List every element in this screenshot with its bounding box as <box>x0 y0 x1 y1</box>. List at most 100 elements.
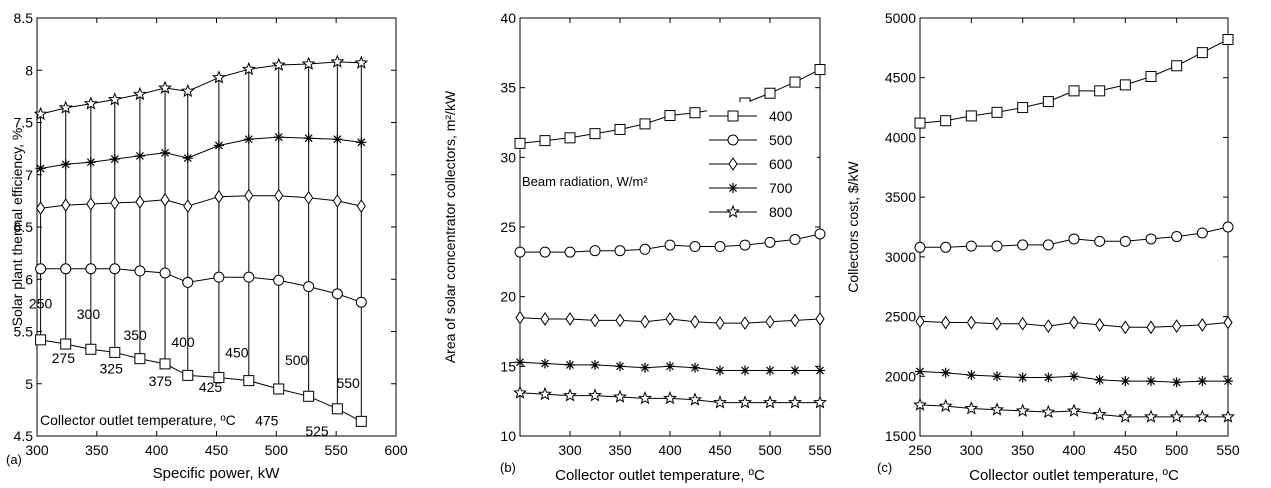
panel-c-point-800 <box>1195 409 1210 423</box>
panel-c-series-700 <box>915 366 1233 388</box>
panel-b-ytick-label: 15 <box>500 358 516 374</box>
panel-a-point-500 <box>109 263 121 275</box>
panel-c-ytick-label: 3500 <box>885 189 916 205</box>
panel-a-xtick-label: 450 <box>205 442 229 458</box>
panel-c-ytick-label: 2000 <box>885 368 916 384</box>
panel-b-point-400 <box>789 76 801 88</box>
panel-c-xtick-label: 550 <box>1216 442 1240 458</box>
panel-b-point-700 <box>615 361 625 372</box>
panel-c-point-700 <box>940 367 951 378</box>
panel-a-ylabel: Solar plant thermal efficiency, % <box>9 128 25 327</box>
panel-b-point-500 <box>639 243 651 255</box>
panel-b-point-700-stroke <box>516 358 524 367</box>
panel-a-point-600 <box>304 190 314 205</box>
panel-b-point-700 <box>540 358 550 369</box>
panel-b-point-800 <box>613 389 627 403</box>
panel-b-point-600 <box>740 316 750 331</box>
panel-c-point-800 <box>1221 409 1235 423</box>
panel-a-point-400 <box>243 375 255 387</box>
panel-a-temperature-label: 550 <box>336 375 360 391</box>
panel-b-point-400 <box>764 87 776 99</box>
panel-a-point-800 <box>180 83 195 98</box>
panel-a-point-800 <box>83 96 98 110</box>
panel-c-xtick-label: 300 <box>960 442 984 458</box>
panel-a-point-700-stroke <box>36 164 45 173</box>
panel-a-point-700-stroke <box>214 141 223 150</box>
panel-a-point-800 <box>301 56 316 70</box>
panel-c-point-800 <box>913 397 927 411</box>
panel-c-series-800 <box>913 397 1235 423</box>
panel-a-point-700-stroke <box>86 158 95 167</box>
panel-b-point-800 <box>638 391 652 405</box>
panel-c-xtick-label: 400 <box>1062 442 1086 458</box>
panel-c-point-700-stroke <box>1198 377 1207 386</box>
panel-b-point-400 <box>589 128 601 140</box>
panel-c-point-700-stroke <box>1095 375 1104 384</box>
panel-c-point-700-stroke <box>941 368 950 377</box>
panel-b-point-800 <box>538 386 552 401</box>
panel-c-xtick-label: 500 <box>1165 442 1189 458</box>
panel-b-point-500 <box>614 245 626 257</box>
panel-b-point-500 <box>689 241 701 253</box>
panel-a-point-500 <box>243 271 255 283</box>
panel-b-legend: 400 500 600 700 800 <box>707 102 817 226</box>
panel-b-point-800 <box>763 395 777 409</box>
panel-c-point-600 <box>1069 315 1079 330</box>
panel-c-point-700 <box>1171 377 1182 388</box>
panel-a-connector-lines <box>40 61 362 422</box>
panel-a-point-500 <box>213 271 225 283</box>
panel-b-point-700-stroke <box>791 366 799 375</box>
panel-c-point-500 <box>1094 235 1106 247</box>
panel-a-point-700-stroke <box>110 155 119 164</box>
panel-b-legend-title: Beam radiation, W/m² <box>522 174 648 189</box>
panel-b-point-500 <box>664 239 676 251</box>
panel-c-point-700 <box>1223 376 1233 387</box>
panel-a-point-400 <box>303 390 315 402</box>
panel-a-point-700-stroke <box>135 151 144 160</box>
panel-c-point-800 <box>1144 409 1158 423</box>
panel-a-point-400 <box>109 346 121 358</box>
panel-b-ytick-label: 30 <box>500 149 516 165</box>
panel-a-point-400 <box>182 369 194 381</box>
panel-c-point-700-stroke <box>1172 378 1181 387</box>
panel-b-xtick-label: 450 <box>708 442 732 458</box>
panel-c-point-800 <box>964 401 979 415</box>
panel-c-ticks: 250 300 350 400 450 500 550 1500 2000 2500 3000 350… <box>885 10 1240 458</box>
panel-a-point-400 <box>134 353 146 365</box>
panel-a-point-700-stroke <box>333 135 342 144</box>
panel-a-point-600 <box>274 188 284 203</box>
panel-a-point-700 <box>160 147 171 158</box>
panel-b-series-700 <box>515 357 825 376</box>
panel-c-ytick-label: 1500 <box>885 428 916 444</box>
panel-b-point-700 <box>565 359 575 370</box>
panel-a-point-700-stroke <box>274 133 283 142</box>
panel-b-point-500 <box>589 245 601 257</box>
panel-c-point-600 <box>1043 319 1053 334</box>
panel-a-ytick-label: 8 <box>25 62 33 78</box>
panel-b-point-400 <box>539 135 551 147</box>
panel-b-point-700-stroke <box>716 366 724 375</box>
panel-c-point-800 <box>1169 409 1184 423</box>
panel-a-plot-area <box>36 17 397 437</box>
panel-c-point-800 <box>1092 407 1107 421</box>
panel-c-point-400 <box>1171 60 1183 72</box>
panel-a-temperature-label: 325 <box>100 360 124 376</box>
panel-c-point-500 <box>1171 231 1183 243</box>
panel-a-xlabel: Specific power, kW <box>153 465 281 482</box>
panel-b-point-700-stroke <box>616 362 624 371</box>
panel-c-point-400 <box>1196 47 1208 59</box>
panel-a-ticks: 300 350 400 450 500 550 600 4.5 5 5.5 6 6.5 7 7.5 8 8.5 <box>14 10 408 458</box>
panel-b-point-800 <box>688 392 702 406</box>
panel-b-point-700 <box>640 362 650 373</box>
panel-a-point-700 <box>85 157 96 168</box>
panel-b-point-700 <box>815 365 825 376</box>
panel-a-temperature-label: 300 <box>77 306 101 322</box>
panel-b-point-500 <box>739 239 751 251</box>
panel-a-point-700-stroke <box>161 148 170 157</box>
panel-b-point-700-stroke <box>816 366 824 375</box>
panel-b-point-800 <box>563 388 577 402</box>
panel-a-ytick-label: 5.5 <box>14 324 34 340</box>
panel-c-label: (c) <box>877 460 892 475</box>
panel-b-ytick-label: 10 <box>500 428 516 444</box>
